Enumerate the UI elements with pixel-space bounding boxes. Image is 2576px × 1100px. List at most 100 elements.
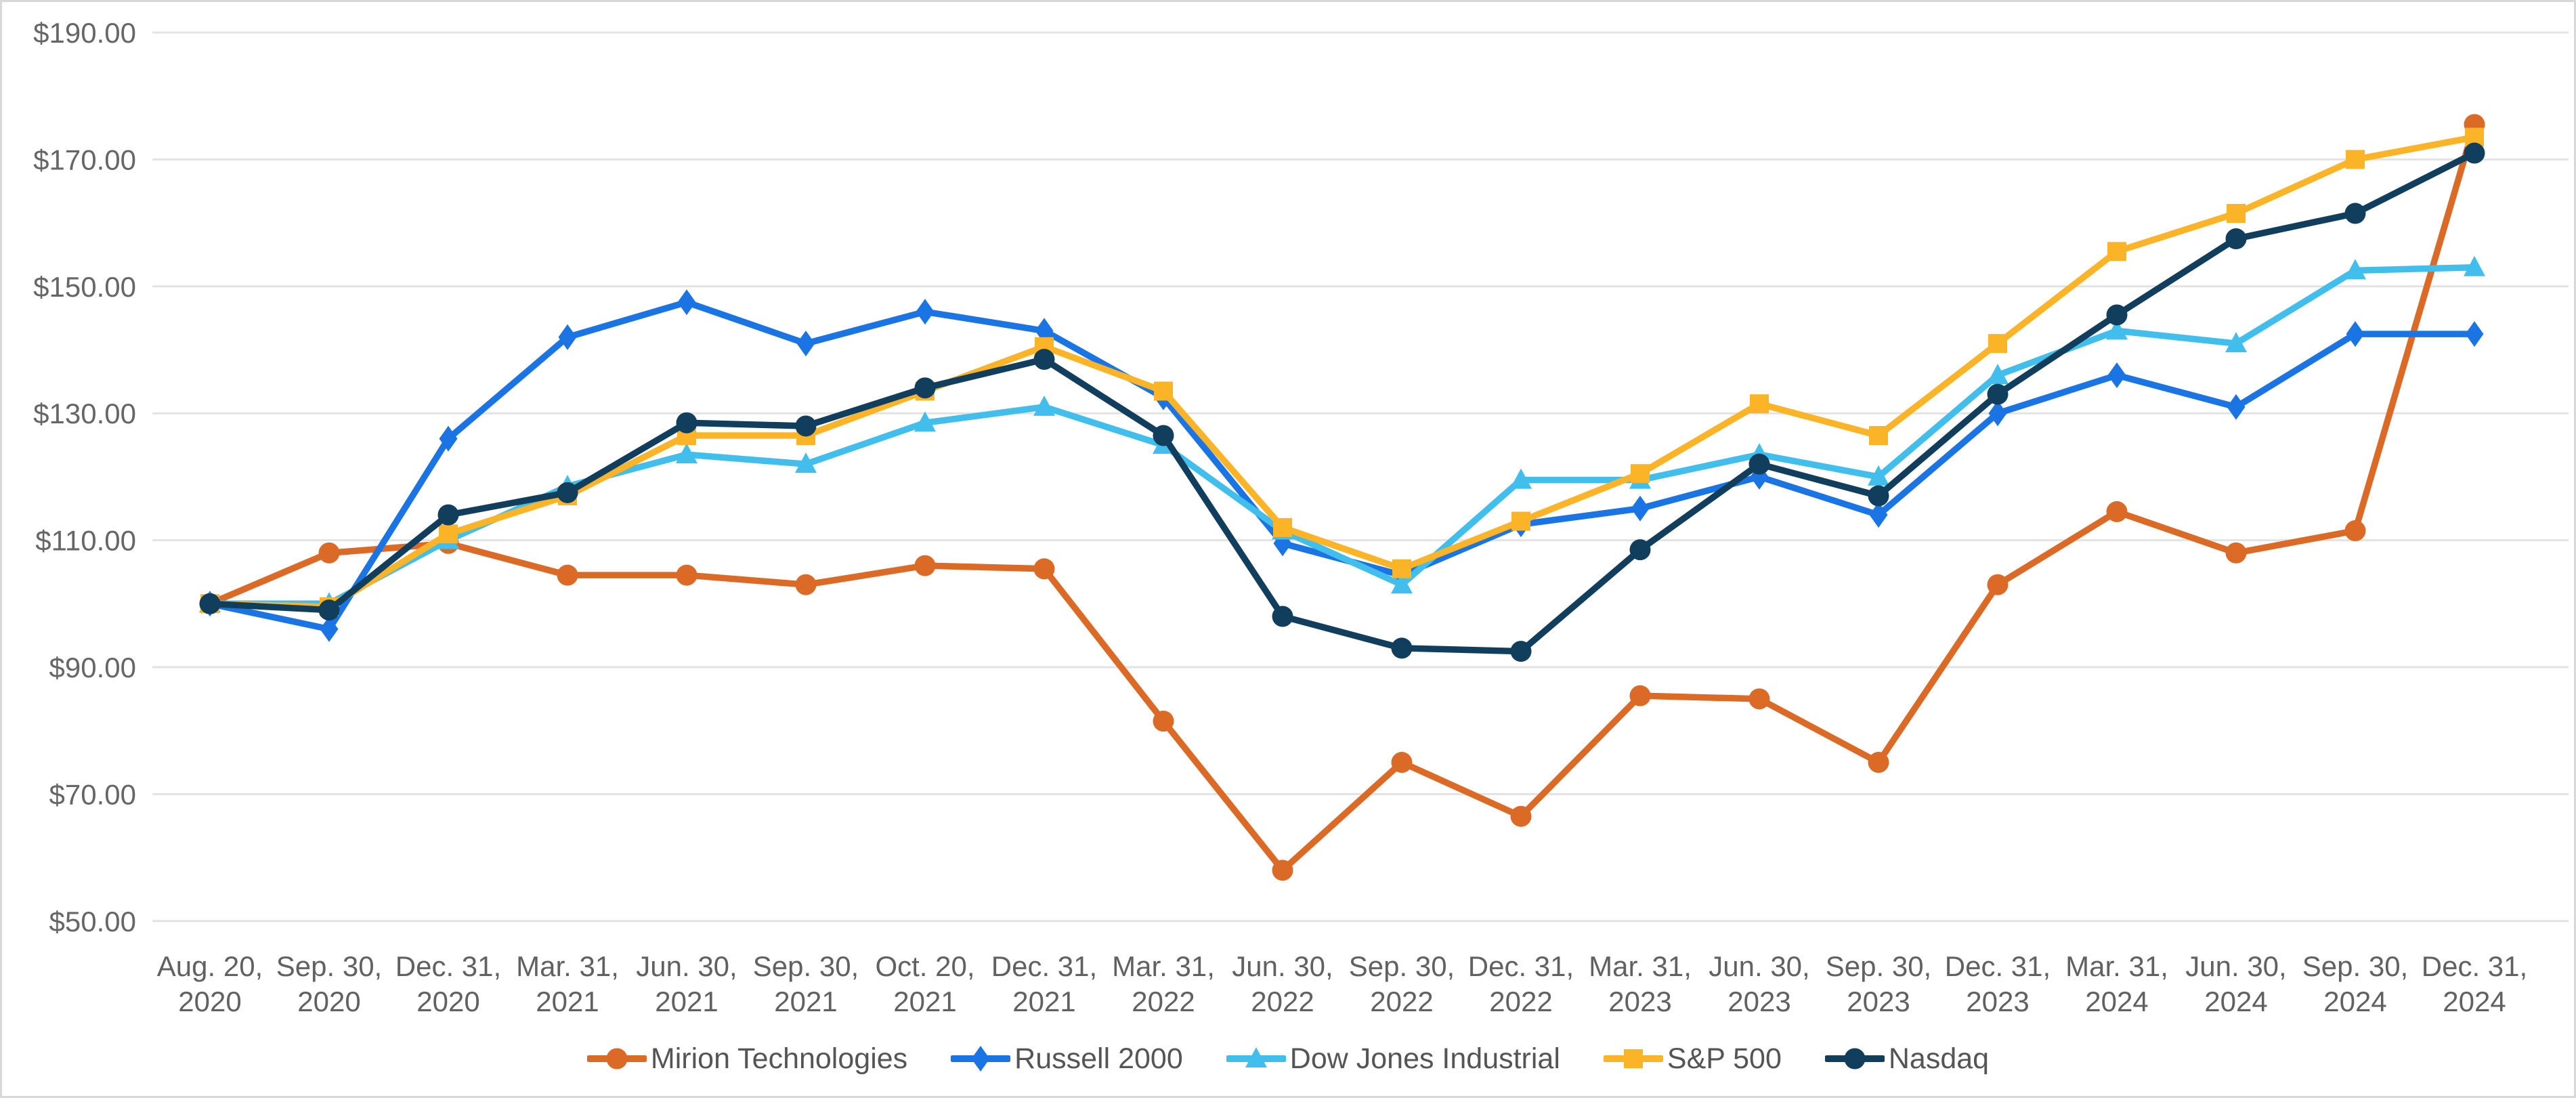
- legend-item-sp-500[interactable]: S&P 500: [1603, 1042, 1782, 1076]
- x-axis-tick-label: Dec. 31, 2023: [1945, 950, 2051, 1017]
- legend-item-nasdaq[interactable]: Nasdaq: [1824, 1042, 1989, 1076]
- series-sp-500: [200, 127, 2484, 616]
- legend-item-label: Russell 2000: [1014, 1042, 1183, 1075]
- data-point-marker: [2344, 203, 2366, 224]
- legend-item-label: Dow Jones Industrial: [1289, 1042, 1560, 1075]
- x-axis-tick-label: Mar. 31, 2022: [1112, 950, 1215, 1017]
- series-line-russell-2000: [207, 299, 2478, 633]
- data-point-marker: [199, 593, 221, 614]
- y-axis-tick-label: $170.00: [33, 144, 136, 175]
- data-point-marker: [1631, 464, 1650, 484]
- y-axis-tick-label: $50.00: [49, 906, 136, 937]
- data-point-marker: [1153, 711, 1174, 732]
- x-axis-tick-label: Jun. 30, 2024: [2185, 950, 2286, 1017]
- series-dow-jones-industrial: [199, 255, 2485, 613]
- legend-item-mirion-technologies[interactable]: Mirion Technologies: [586, 1042, 908, 1076]
- dow-jones-industrial-legend-marker-icon: [1226, 1047, 1286, 1067]
- data-point-marker: [1154, 381, 1173, 401]
- data-point-marker: [320, 616, 339, 642]
- data-point-marker: [1987, 574, 2009, 595]
- data-point-marker: [1510, 805, 1532, 827]
- data-point-marker: [1869, 502, 1888, 528]
- sp-500-legend-marker-icon: [1603, 1049, 1663, 1068]
- x-axis-tick-label: Sep. 30, 2024: [2302, 950, 2408, 1017]
- x-axis-tick-label: Oct. 20, 2021: [875, 950, 974, 1017]
- mirion-technologies-legend-marker-icon: [586, 1048, 647, 1070]
- legend-item-russell-2000[interactable]: Russell 2000: [951, 1042, 1183, 1076]
- data-point-marker: [2464, 142, 2485, 164]
- data-point-marker: [1868, 465, 1889, 486]
- data-point-marker: [2107, 362, 2126, 388]
- data-point-marker: [971, 1046, 990, 1072]
- data-point-marker: [1153, 425, 1174, 446]
- data-point-marker: [2344, 520, 2366, 542]
- data-point-marker: [1510, 641, 1532, 662]
- data-point-marker: [2225, 228, 2247, 250]
- y-axis-tick-label: $70.00: [49, 778, 136, 810]
- data-point-marker: [796, 331, 815, 357]
- y-axis-tick-label: $150.00: [33, 271, 136, 303]
- nasdaq-legend-marker-icon: [1824, 1048, 1885, 1070]
- data-point-marker: [914, 377, 936, 399]
- data-point-marker: [2227, 394, 2246, 420]
- legend-item-dow-jones-industrial[interactable]: Dow Jones Industrial: [1226, 1042, 1560, 1076]
- data-point-marker: [1987, 383, 2009, 405]
- y-axis-tick-label: $130.00: [33, 398, 136, 429]
- data-point-marker: [1272, 860, 1293, 881]
- data-point-marker: [1511, 511, 1530, 531]
- data-point-marker: [795, 574, 817, 595]
- data-point-marker: [1245, 1047, 1267, 1067]
- data-point-marker: [2227, 204, 2246, 224]
- data-point-marker: [676, 412, 697, 433]
- x-axis-tick-label: Sep. 30, 2020: [276, 950, 382, 1017]
- data-point-marker: [1631, 495, 1650, 522]
- series-line-sp-500: [207, 133, 2478, 610]
- data-point-marker: [1988, 400, 2007, 427]
- x-axis-tick-label: Dec. 31, 2021: [991, 950, 1097, 1017]
- data-point-marker: [1033, 349, 1055, 371]
- data-point-marker: [557, 482, 578, 503]
- series-line-mirion-technologies: [207, 121, 2478, 874]
- x-axis-tick-label: Mar. 31, 2024: [2065, 950, 2168, 1017]
- data-point-marker: [2106, 304, 2128, 326]
- data-point-marker: [318, 599, 340, 621]
- data-point-marker: [795, 452, 817, 473]
- data-point-marker: [1510, 468, 1532, 489]
- series-russell-2000: [200, 289, 2484, 642]
- data-point-marker: [676, 564, 697, 586]
- legend-item-label: Mirion Technologies: [650, 1042, 908, 1075]
- data-point-marker: [1844, 1048, 1866, 1070]
- series-line-dow-jones-industrial: [207, 263, 2478, 608]
- data-point-marker: [1391, 752, 1413, 774]
- x-axis-tick-label: Jun. 30, 2021: [636, 950, 737, 1017]
- x-axis-tick-label: Dec. 31, 2020: [395, 950, 501, 1017]
- data-point-marker: [1748, 453, 1770, 475]
- data-point-marker: [2106, 319, 2128, 340]
- data-point-marker: [1623, 1049, 1643, 1068]
- data-point-marker: [2344, 259, 2366, 280]
- data-point-marker: [1629, 539, 1651, 561]
- y-axis-tick-label: $90.00: [49, 652, 136, 683]
- x-axis-tick-label: Aug. 20, 2020: [157, 950, 263, 1017]
- data-point-marker: [439, 524, 458, 544]
- data-point-marker: [1033, 558, 1055, 580]
- data-point-marker: [2225, 542, 2247, 564]
- data-point-marker: [2346, 150, 2365, 169]
- data-point-marker: [437, 504, 459, 526]
- x-axis-tick-label: Jun. 30, 2022: [1232, 950, 1333, 1017]
- data-point-marker: [439, 425, 458, 452]
- data-point-marker: [557, 564, 578, 586]
- data-point-marker: [2107, 242, 2126, 261]
- data-point-marker: [1629, 685, 1651, 706]
- x-axis-tick-label: Mar. 31, 2023: [1589, 950, 1692, 1017]
- x-axis-tick-label: Jun. 30, 2023: [1709, 950, 1809, 1017]
- data-point-marker: [606, 1048, 628, 1070]
- x-axis-tick-label: Dec. 31, 2022: [1468, 950, 1574, 1017]
- data-point-marker: [676, 443, 697, 464]
- series-line-nasdaq: [207, 150, 2478, 655]
- x-axis-tick-label: Sep. 30, 2022: [1349, 950, 1455, 1017]
- y-axis-tick-label: $190.00: [33, 17, 136, 49]
- data-point-marker: [1391, 637, 1413, 659]
